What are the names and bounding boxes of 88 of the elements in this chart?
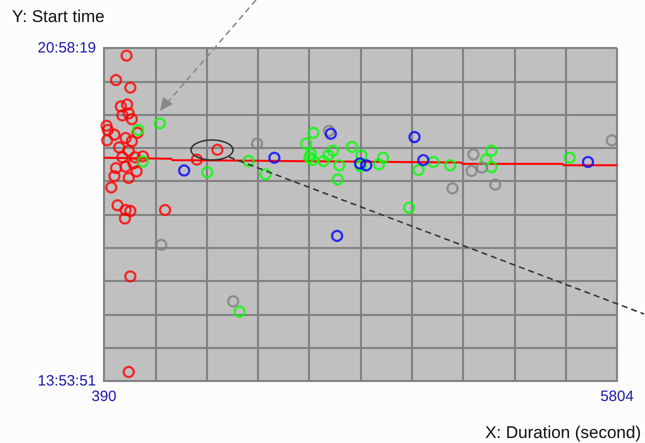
point (124, 82, 136, 94)
point (201, 166, 214, 178)
point (485, 144, 498, 157)
point (111, 199, 124, 212)
point (132, 124, 144, 136)
point (126, 135, 138, 148)
point (417, 154, 430, 166)
point (322, 149, 334, 162)
point (377, 152, 390, 164)
point (446, 182, 459, 194)
point (304, 148, 318, 160)
point (108, 170, 121, 182)
point (108, 128, 121, 141)
point (564, 152, 576, 164)
point (333, 159, 346, 172)
point (114, 100, 127, 113)
point (259, 168, 272, 180)
point (120, 204, 132, 216)
point (124, 270, 136, 282)
point (355, 149, 368, 162)
point (403, 202, 416, 214)
point (178, 164, 190, 177)
point (154, 117, 166, 130)
point (444, 159, 456, 172)
point (268, 152, 280, 164)
point (118, 212, 132, 225)
y-tick-label: 20:58:19 (38, 40, 96, 56)
point (300, 138, 312, 150)
point (120, 50, 133, 62)
point (242, 154, 255, 168)
y-tick-label: 13:53:51 (38, 372, 96, 390)
point (122, 144, 135, 157)
point (100, 120, 113, 132)
point (332, 173, 344, 186)
point (136, 155, 150, 168)
point (465, 164, 478, 178)
point (227, 295, 240, 308)
point (131, 126, 144, 139)
point (476, 162, 488, 174)
point (159, 204, 172, 216)
point (306, 154, 319, 166)
point (121, 98, 134, 111)
point (120, 160, 132, 173)
point (110, 162, 122, 174)
point (354, 160, 367, 172)
point (122, 366, 135, 378)
point (128, 151, 142, 164)
point (489, 178, 502, 191)
point (122, 107, 135, 120)
point (122, 172, 135, 184)
point (480, 154, 492, 166)
point (324, 128, 337, 140)
point (360, 159, 372, 172)
x-tick-label: 390 (91, 388, 117, 405)
x-axis-title: X: Duration (second) (485, 423, 641, 442)
point (326, 144, 340, 157)
point (116, 151, 128, 164)
point (427, 156, 440, 168)
point (582, 156, 594, 168)
point (408, 130, 421, 144)
point (307, 126, 320, 139)
point (116, 109, 128, 122)
point (412, 164, 425, 176)
y-axis-title: Y: Start time (12, 7, 105, 26)
point (372, 158, 386, 170)
point (322, 124, 336, 138)
point (120, 132, 132, 144)
point (317, 154, 330, 168)
point (331, 230, 344, 242)
point (110, 74, 122, 86)
x-tick-label: 5804 (600, 388, 634, 405)
point (234, 306, 246, 318)
point (485, 161, 498, 174)
point (105, 181, 118, 194)
point (250, 138, 264, 150)
point (127, 157, 140, 170)
point (130, 165, 143, 178)
point (126, 113, 138, 126)
point (467, 148, 480, 161)
point (303, 151, 316, 164)
point (354, 157, 366, 170)
point (102, 124, 114, 136)
point (101, 134, 114, 146)
point (124, 204, 136, 218)
point (113, 141, 126, 154)
point (346, 140, 358, 154)
point (136, 150, 150, 162)
point (190, 154, 203, 166)
